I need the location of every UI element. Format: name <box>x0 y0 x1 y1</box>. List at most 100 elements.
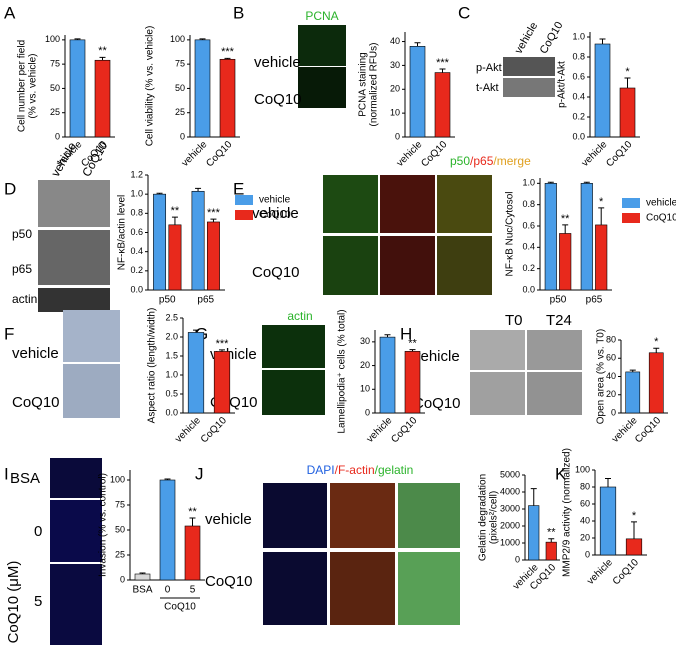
x-tick-label: vehicle <box>180 139 210 169</box>
image <box>380 236 435 295</box>
image <box>263 552 327 625</box>
image <box>262 370 325 415</box>
y-tick-label: 20 <box>390 84 400 94</box>
y-tick-label: 10 <box>360 384 370 394</box>
y-tick-label: 100 <box>575 464 590 474</box>
bar <box>594 43 611 138</box>
y-tick-label: 75 <box>115 499 125 509</box>
bar <box>134 573 151 581</box>
y-tick-label: 100 <box>170 34 185 44</box>
error-bar <box>598 207 605 225</box>
y-tick-label: 0.8 <box>522 199 535 209</box>
blot <box>503 57 555 76</box>
panel-letter: F <box>4 324 14 343</box>
y-tick-label: 1000 <box>500 537 520 547</box>
bar <box>206 221 220 291</box>
error-bar <box>548 538 555 543</box>
stain-label: p50/p65/merge <box>450 154 531 168</box>
x-tick-label: CoQ10 <box>204 139 234 169</box>
blot <box>503 78 555 97</box>
error-bar <box>199 38 206 40</box>
y-tick-label: 2000 <box>500 520 520 530</box>
x-tick-label: 5 <box>190 585 196 596</box>
error-bar <box>193 329 199 333</box>
error-bar <box>631 521 637 539</box>
error-bar <box>189 517 196 526</box>
bar <box>648 352 664 414</box>
y-tick-label: 0.2 <box>572 111 585 121</box>
blot <box>38 230 110 285</box>
panel-letter: K <box>555 464 567 483</box>
x-tick-label: p50 <box>550 295 567 306</box>
bar <box>545 541 557 561</box>
column-label: CoQ10 <box>538 20 566 56</box>
x-tick-label: vehicle <box>585 557 615 587</box>
significance: * <box>654 336 659 348</box>
legend-label: CoQ10 <box>259 210 291 221</box>
x-tick-label: CoQ10 <box>389 415 419 445</box>
y-tick-label: 1.0 <box>130 189 143 199</box>
image <box>298 67 346 108</box>
legend-swatch <box>622 213 640 223</box>
significance: *** <box>207 207 221 219</box>
row-label: 0 <box>34 523 42 540</box>
image <box>380 175 435 233</box>
image <box>63 310 120 362</box>
image <box>330 483 395 548</box>
panel-letter: C <box>458 3 470 22</box>
error-bar <box>547 181 554 184</box>
significance: ** <box>171 205 180 217</box>
row-label: CoQ10 <box>413 395 461 412</box>
panel-letter: A <box>4 3 16 22</box>
significance: * <box>599 196 604 208</box>
bar <box>625 538 643 556</box>
legend-label: vehicle <box>646 198 676 209</box>
bar <box>544 183 557 291</box>
y-tick-label: 1.2 <box>130 169 143 179</box>
image <box>263 483 327 548</box>
y-tick-label: 2.5 <box>165 312 178 322</box>
y-tick-label: 0.5 <box>165 388 178 398</box>
y-tick-label: 1.0 <box>522 178 535 188</box>
y-tick-label: 0 <box>120 574 125 584</box>
image <box>470 372 525 415</box>
y-axis-label: PCNA staining <box>358 52 369 116</box>
y-tick-label: 0 <box>515 554 520 564</box>
bar <box>580 183 593 291</box>
x-tick-label: BSA <box>132 585 152 596</box>
y-tick-label: 4000 <box>500 486 520 496</box>
y-tick-label: 80 <box>580 481 590 491</box>
significance: ** <box>98 45 107 57</box>
bar <box>219 58 236 138</box>
y-tick-label: 0.6 <box>572 71 585 81</box>
row-label: vehicle <box>205 511 252 528</box>
blot <box>38 288 110 312</box>
error-bar <box>195 187 202 192</box>
y-tick-label: 0 <box>55 131 60 141</box>
x-tick-label: CoQ10 <box>199 415 229 445</box>
y-tick-label: 75 <box>175 59 185 69</box>
y-tick-label: 0 <box>365 407 370 417</box>
x-tick-label: CoQ10 <box>633 415 663 445</box>
y-tick-label: 0.0 <box>572 131 585 141</box>
y-tick-label: 0 <box>611 407 616 417</box>
image <box>63 364 120 418</box>
bar <box>194 39 211 138</box>
x-tick-label: vehicle <box>173 415 203 445</box>
row-label: actin <box>12 292 37 306</box>
bar <box>528 505 540 561</box>
bar <box>69 39 86 138</box>
y-tick-label: 25 <box>50 107 60 117</box>
y-tick-label: 5000 <box>500 469 520 479</box>
x-tick-label: CoQ10 <box>604 139 634 169</box>
x-tick-label: p65 <box>586 295 603 306</box>
y-tick-label: 20 <box>580 532 590 542</box>
y-axis-label: Cell viability (% vs. vehicle) <box>145 26 156 147</box>
y-tick-label: 50 <box>50 83 60 93</box>
row-label: t-Akt <box>476 82 499 94</box>
y-tick-label: 20 <box>606 389 616 399</box>
error-bar <box>562 224 569 234</box>
row-label: vehicle <box>413 348 460 365</box>
bar <box>599 486 617 556</box>
y-tick-label: 0.4 <box>522 242 535 252</box>
